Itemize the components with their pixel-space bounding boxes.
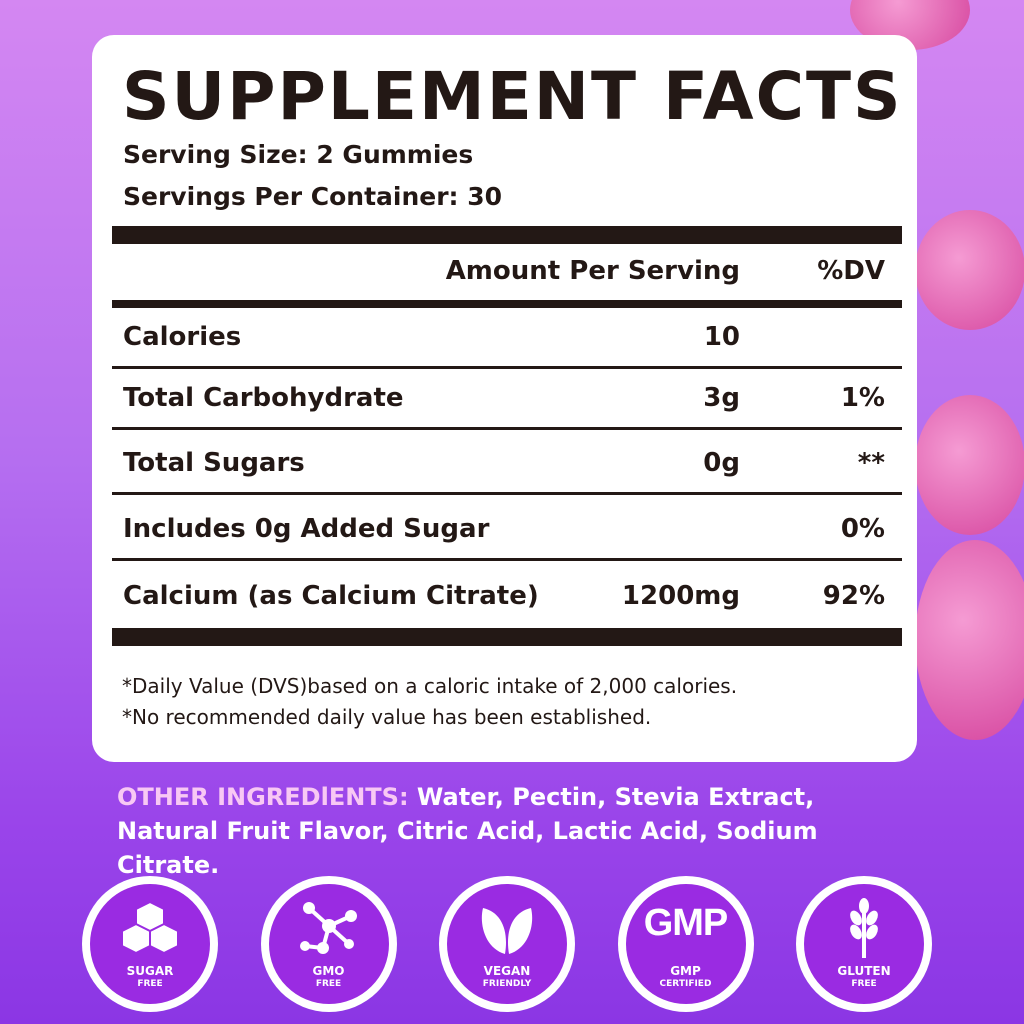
row-dv: 0% [840,514,885,544]
ingredients-text: Water, Pectin, Stevia Extract, Natural F… [117,783,818,879]
badge: GLUTEN FREE [796,876,932,1012]
ingredients-label: OTHER INGREDlENTS: [117,783,409,811]
badge-line2: FREE [851,979,877,989]
row-amount: 3g [703,383,740,413]
row-dv: 1% [840,383,885,413]
raspberry [915,395,1024,535]
badge-inner [268,884,389,1004]
badge-line2: FREE [137,979,163,989]
row-amount: 1200mg [621,581,740,611]
badge-line1: GMO [312,964,345,978]
divider [112,300,902,308]
badge: SUGAR FREE [82,876,218,1012]
badge-inner [447,884,567,1004]
footnote: *No recommended daily value has been est… [122,705,652,729]
row-dv: ** [857,448,885,478]
badge-icon [481,908,533,954]
servings-per-container: Servings Per Container: 30 [123,182,503,211]
badge-line1: GLUTEN [837,964,891,978]
badge-line1: VEGAN [483,964,531,978]
header-dv: %DV [817,256,885,286]
divider [112,226,902,244]
title: SUPPLEMENT FACTS [122,58,903,135]
row-divider [112,427,902,430]
badge: GMP GMP CERTIFIED [617,876,754,1012]
other-ingredients: OTHER INGREDlENTS: Water, Pectin, Stevia… [117,780,907,882]
badge-line2: CERTIFIED [659,979,712,989]
badge-line1: SUGAR [126,964,174,978]
row-name: Total Sugars [123,448,305,478]
footnote: *Daily Value (DVS)based on a caloric int… [122,674,738,698]
header-amount: Amount Per Serving [445,256,740,286]
badge: VEGAN FRIENDLY [439,876,575,1012]
badge-line2: FRIENDLY [482,979,532,989]
badge-line2: FREE [315,979,342,989]
badge-icon [121,900,179,955]
row-divider [112,492,902,495]
badge-icon [299,902,357,954]
row-amount: 0g [703,448,740,478]
row-divider [112,558,902,561]
badge-icon [850,898,878,958]
badge-inner [625,884,746,1004]
raspberry [915,540,1024,740]
row-name: Calcium (as Calcium Citrate) [123,581,539,611]
divider [112,628,902,646]
row-name: Total Carbohydrate [123,383,404,413]
raspberry [915,210,1024,330]
row-dv: 92% [822,581,885,611]
serving-size: Serving Size: 2 Gummies [123,140,474,169]
row-name: Calories [123,322,242,352]
badge: GMO FREE [260,876,397,1012]
badge-icon-text: GMP [643,902,729,944]
row-amount: 10 [703,322,740,352]
badge-line1: GMP [670,964,701,978]
row-divider [112,366,902,369]
row-name: Includes 0g Added Sugar [123,514,490,544]
